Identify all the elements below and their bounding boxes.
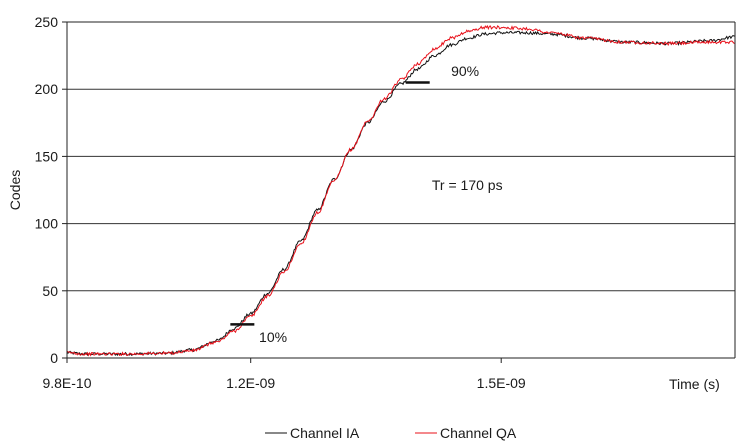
series-line-channel-ia bbox=[66, 30, 736, 357]
threshold-markers bbox=[230, 81, 430, 326]
series-line-channel-qa bbox=[66, 24, 736, 357]
label-90-percent: 90% bbox=[451, 63, 479, 79]
y-tick-label: 200 bbox=[35, 81, 59, 97]
gridlines bbox=[67, 21, 735, 292]
legend-label-channel-ia: Channel IA bbox=[290, 425, 360, 441]
y-tick-label: 100 bbox=[35, 216, 59, 232]
y-tick-label: 50 bbox=[42, 283, 58, 299]
rise-time-annotation: Tr = 170 ps bbox=[432, 177, 503, 193]
x-tick-label: 1.5E-09 bbox=[477, 375, 526, 391]
x-tick-label: 1.2E-09 bbox=[226, 375, 275, 391]
legend: Channel IA Channel QA bbox=[265, 425, 517, 441]
axes bbox=[66, 21, 736, 359]
y-tick-label: 150 bbox=[35, 148, 59, 164]
x-axis-title: Time (s) bbox=[669, 376, 720, 392]
x-tick-label: 9.8E-10 bbox=[42, 375, 91, 391]
y-tick-label: 250 bbox=[35, 14, 59, 30]
y-axis-title: Codes bbox=[7, 170, 23, 210]
label-10-percent: 10% bbox=[259, 329, 287, 345]
series-lines bbox=[66, 24, 736, 357]
tick-labels: 0 50 100 150 200 250 9.8E-10 1.2E-09 1.5E-09 bbox=[35, 14, 526, 391]
annotations: 10% 90% Tr = 170 ps bbox=[259, 63, 503, 345]
legend-label-channel-qa: Channel QA bbox=[440, 425, 517, 441]
y-tick-label: 0 bbox=[50, 350, 58, 366]
